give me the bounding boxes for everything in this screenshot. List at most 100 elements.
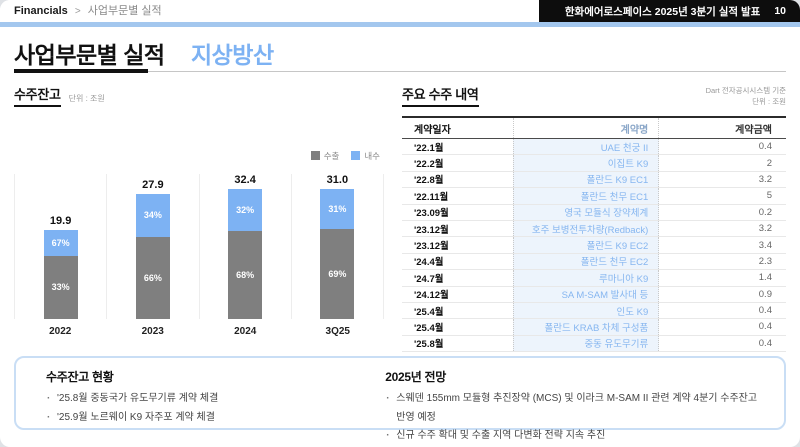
table-row: '22.11월 폴란드 천무 EC1 5 xyxy=(402,188,786,205)
contract-date: '24.12월 xyxy=(414,290,449,302)
contract-date: '25.4월 xyxy=(414,306,444,318)
backlog-status-bullets: '25.8월 중동국가 유도무기류 계약 체결'25.9월 노르웨이 K9 자주… xyxy=(46,390,385,427)
top-bar: Financials > 사업부문별 실적 한화에어로스페이스 2025년 3분… xyxy=(0,0,800,22)
table-row: '22.8월 폴란드 K9 EC1 3.2 xyxy=(402,171,786,189)
export-segment: 33% xyxy=(43,255,78,319)
contract-amount: 2 xyxy=(766,157,772,169)
contract-amount: 0.4 xyxy=(758,337,772,349)
deck-title-bar: 한화에어로스페이스 2025년 3분기 실적 발표 10 xyxy=(538,0,800,22)
stacked-bar: 67% 33% xyxy=(43,230,78,319)
bar-group: 32.4 32% 68% xyxy=(198,174,291,319)
contract-amount: 3.2 xyxy=(758,223,772,235)
note-bullet: '25.8월 중동국가 유도무기류 계약 체결 xyxy=(46,390,385,409)
orders-heading: 주요 수주 내역 xyxy=(402,84,479,107)
orders-table: 계약일자 계약명 계약금액 '22.1월 UAE 천궁 II 0.4 '22.2월 이집… xyxy=(402,116,786,353)
legend-item: 수출 xyxy=(310,150,340,162)
contract-name: 폴란드 K9 EC2 xyxy=(513,237,660,253)
category-label: 2023 xyxy=(141,326,164,337)
page-subtitle: 지상방산 xyxy=(190,42,274,68)
backlog-status-note: 수주잔고 현황 '25.8월 중동국가 유도무기류 계약 체결'25.9월 노르… xyxy=(32,366,385,427)
note-bullet: '25.9월 노르웨이 K9 자주포 계약 체결 xyxy=(46,409,385,428)
column-header-date: 계약일자 xyxy=(414,124,451,136)
table-row: '22.2월 이집트 K9 2 xyxy=(402,155,786,172)
legend-swatch-icon xyxy=(351,151,361,160)
breadcrumb-separator-icon: > xyxy=(74,6,81,17)
orders-panel: 주요 수주 내역 Dart 전자공시시스템 기준 단위 : 조원 계약일자 계약… xyxy=(402,84,786,353)
category-label: 2024 xyxy=(234,326,257,337)
domestic-segment: 67% xyxy=(43,230,78,256)
table-row: '23.12월 폴란드 K9 EC2 3.4 xyxy=(402,237,786,254)
legend-label: 수출 xyxy=(323,150,340,161)
backlog-heading: 수주잔고 xyxy=(14,84,61,107)
contract-amount: 5 xyxy=(766,190,772,202)
table-row: '23.12월 호주 보병전투차량(Redback) 3.2 xyxy=(402,220,786,238)
orders-unit-note: 단위 : 조원 xyxy=(752,96,786,106)
page-number: 10 xyxy=(774,5,786,17)
export-segment: 69% xyxy=(320,229,355,319)
contract-amount: 3.2 xyxy=(758,173,772,185)
contract-amount: 0.2 xyxy=(758,206,772,218)
legend-item: 내수 xyxy=(351,150,380,162)
contract-amount: 0.4 xyxy=(758,305,772,317)
backlog-unit-note: 단위 : 조원 xyxy=(68,94,105,103)
contract-amount: 3.4 xyxy=(758,239,772,251)
table-row: '23.09월 영국 모듈식 장약체계 0.2 xyxy=(402,204,786,221)
contract-date: '22.8월 xyxy=(414,175,444,187)
contract-amount: 0.9 xyxy=(758,288,772,300)
category-label: 3Q25 xyxy=(325,326,350,337)
breadcrumb: Financials > 사업부문별 실적 xyxy=(14,0,162,22)
bar-group: 27.9 34% 66% xyxy=(106,174,198,319)
column-header-name: 계약명 xyxy=(513,118,660,138)
contract-name: SA M-SAM 발사대 등 xyxy=(513,286,660,302)
domestic-segment: 32% xyxy=(228,189,263,231)
notes-box: 수주잔고 현황 '25.8월 중동국가 유도무기류 계약 체결'25.9월 노르… xyxy=(14,356,786,445)
domestic-segment: 31% xyxy=(320,189,355,230)
contract-date: '22.1월 xyxy=(414,142,444,154)
outlook-bullets: 스웨덴 155mm 모듈형 추진장약 (MCS) 및 이라크 M-SAM II … xyxy=(385,390,768,446)
bar-group: 31.0 31% 69% xyxy=(290,174,383,319)
table-row: '24.12월 SA M-SAM 발사대 등 0.9 xyxy=(402,286,786,303)
column-header-amount: 계약금액 xyxy=(735,124,772,136)
export-segment: 68% xyxy=(228,230,263,319)
contract-name: UAE 천궁 II xyxy=(513,139,660,155)
contract-date: '25.8월 xyxy=(414,339,444,351)
contract-date: '24.4월 xyxy=(414,257,444,269)
outlook-note: 2025년 전망 스웨덴 155mm 모듈형 추진장약 (MCS) 및 이라크 … xyxy=(385,366,768,445)
contract-name: 호주 보병전투차량(Redback) xyxy=(513,220,660,237)
note-bullet: 스웨덴 155mm 모듈형 추진장약 (MCS) 및 이라크 M-SAM II … xyxy=(385,390,768,427)
export-segment: 66% xyxy=(135,236,170,319)
domestic-segment: 34% xyxy=(135,194,170,237)
contract-name: 폴란드 천무 EC1 xyxy=(513,188,660,204)
contract-date: '22.2월 xyxy=(414,159,444,171)
bar-total-label: 27.9 xyxy=(142,179,164,191)
contract-date: '24.7월 xyxy=(414,273,444,285)
bar-total-label: 32.4 xyxy=(234,174,256,186)
breadcrumb-root: Financials xyxy=(14,5,68,17)
contract-amount: 0.4 xyxy=(758,321,772,333)
category-label: 2022 xyxy=(49,326,72,337)
bar-group: 19.9 67% 33% xyxy=(14,174,106,319)
contract-name: 폴란드 천무 EC2 xyxy=(513,253,660,270)
contract-date: '23.12월 xyxy=(414,224,449,236)
contract-date: '23.09월 xyxy=(414,208,449,220)
table-row: '24.4월 폴란드 천무 EC2 2.3 xyxy=(402,253,786,271)
contract-date: '25.4월 xyxy=(414,322,444,334)
contract-name: 인도 K9 xyxy=(513,302,660,319)
bar-total-label: 31.0 xyxy=(326,174,349,186)
chart-x-labels: 2022 2023 2024 3Q25 xyxy=(14,326,384,337)
contract-name: 이집트 K9 xyxy=(513,155,660,171)
table-row: '24.7월 루마니아 K9 1.4 xyxy=(402,270,786,287)
contract-date: '23.12월 xyxy=(414,241,449,253)
contract-amount: 2.3 xyxy=(758,255,772,267)
contract-name: 영국 모듈식 장약체계 xyxy=(513,204,660,220)
breadcrumb-current: 사업부문별 실적 xyxy=(87,5,162,17)
bar-total-label: 19.9 xyxy=(49,215,72,227)
table-row: '25.8월 중동 유도무기류 0.4 xyxy=(402,335,786,353)
contract-name: 중동 유도무기류 xyxy=(513,335,660,352)
source-note: Dart 전자공시시스템 기준 xyxy=(705,85,786,95)
table-row: '25.4월 폴란드 KRAB 차체 구성품 0.4 xyxy=(402,319,786,336)
title-underline xyxy=(14,69,148,73)
table-row: '25.4월 인도 K9 0.4 xyxy=(402,302,786,320)
content: 수주잔고 단위 : 조원 수출 내수 19.9 67% 33% 27.9 34% 66% 32… xyxy=(14,84,786,353)
